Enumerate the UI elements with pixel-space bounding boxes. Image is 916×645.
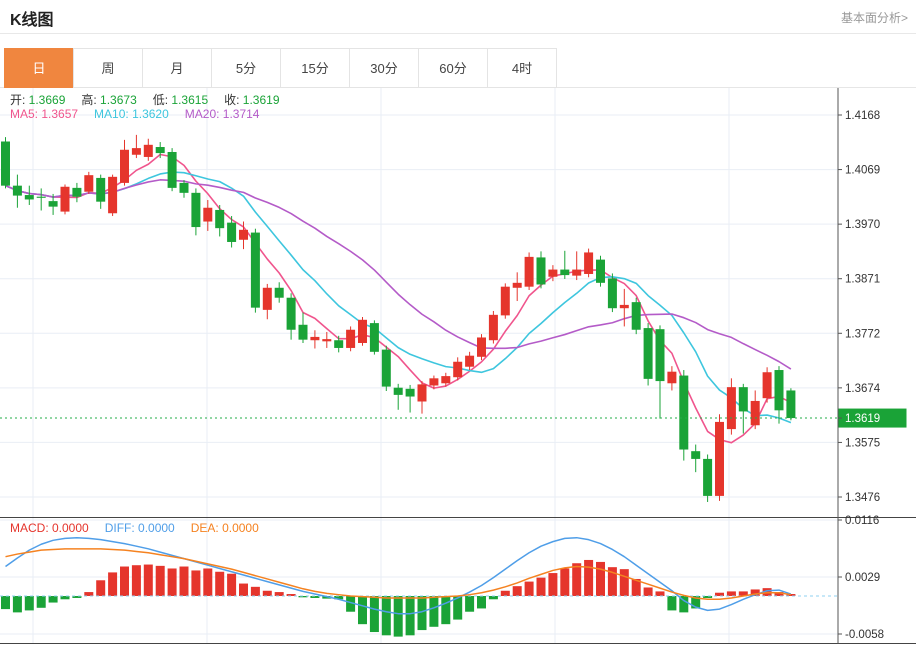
header-divider bbox=[0, 33, 916, 34]
current-price-badge: 1.3619 bbox=[838, 408, 907, 428]
macd-legend: MACD: 0.0000 DIFF: 0.0000 DEA: 0.0000 bbox=[10, 521, 275, 535]
svg-text:1.3970: 1.3970 bbox=[845, 219, 880, 231]
legend-item: 开: 1.3669 bbox=[10, 93, 66, 107]
svg-text:1.3871: 1.3871 bbox=[845, 274, 880, 286]
fundamental-analysis-link[interactable]: 基本面分析> bbox=[840, 11, 908, 25]
svg-text:-0.0058: -0.0058 bbox=[845, 629, 884, 641]
svg-text:1.3575: 1.3575 bbox=[845, 437, 880, 449]
tab-月[interactable]: 月 bbox=[142, 48, 212, 88]
legend-item: DEA: 0.0000 bbox=[190, 521, 259, 535]
svg-text:0.0116: 0.0116 bbox=[845, 515, 879, 527]
ma-legend: MA5: 1.3657 MA10: 1.3620 MA20: 1.3714 bbox=[10, 107, 275, 121]
tab-4时[interactable]: 4时 bbox=[487, 48, 557, 88]
svg-text:0.0029: 0.0029 bbox=[845, 572, 880, 584]
interval-tab-bar: 日周月 5分 15分 30分 60分 4时 bbox=[4, 48, 557, 88]
legend-item: MACD: 0.0000 bbox=[10, 521, 89, 535]
candles-layer bbox=[1, 134, 796, 502]
macd-histogram-layer bbox=[1, 559, 796, 637]
price-axis-labels: 1.4168 1.4069 1.3970 1.3871 1.3772 1.3674 1.35… bbox=[838, 110, 881, 504]
svg-text:1.3619: 1.3619 bbox=[845, 413, 880, 425]
legend-item: MA10: 1.3620 bbox=[94, 107, 169, 121]
tab-日[interactable]: 日 bbox=[4, 48, 74, 88]
dea-line bbox=[5, 548, 792, 601]
svg-text:1.3674: 1.3674 bbox=[845, 383, 881, 395]
legend-item: 高: 1.3673 bbox=[81, 93, 137, 107]
page-title: K线图 bbox=[10, 12, 54, 29]
svg-text:1.3476: 1.3476 bbox=[845, 492, 880, 504]
legend-item: 收: 1.3619 bbox=[224, 93, 280, 107]
tab-15分[interactable]: 15分 bbox=[280, 48, 350, 88]
ma20-line bbox=[5, 179, 792, 370]
legend-item: MA5: 1.3657 bbox=[10, 107, 79, 121]
tab-30分[interactable]: 30分 bbox=[349, 48, 419, 88]
diff-line bbox=[5, 536, 792, 615]
tab-5分[interactable]: 5分 bbox=[211, 48, 281, 88]
ohlc-legend: 开: 1.3669 高: 1.3673 低: 1.3615 收: 1.3619 bbox=[10, 91, 296, 108]
macd-axis-labels: 0.0116 0.0029 -0.0058 bbox=[838, 515, 884, 641]
legend-item: DIFF: 0.0000 bbox=[104, 521, 175, 535]
svg-text:1.4168: 1.4168 bbox=[845, 110, 880, 122]
tab-60分[interactable]: 60分 bbox=[418, 48, 488, 88]
tab-周[interactable]: 周 bbox=[73, 48, 143, 88]
ma10-line bbox=[5, 171, 792, 424]
svg-text:1.3772: 1.3772 bbox=[845, 328, 880, 340]
legend-item: MA20: 1.3714 bbox=[184, 107, 260, 121]
svg-text:1.4069: 1.4069 bbox=[845, 165, 880, 177]
legend-item: 低: 1.3615 bbox=[152, 93, 209, 107]
